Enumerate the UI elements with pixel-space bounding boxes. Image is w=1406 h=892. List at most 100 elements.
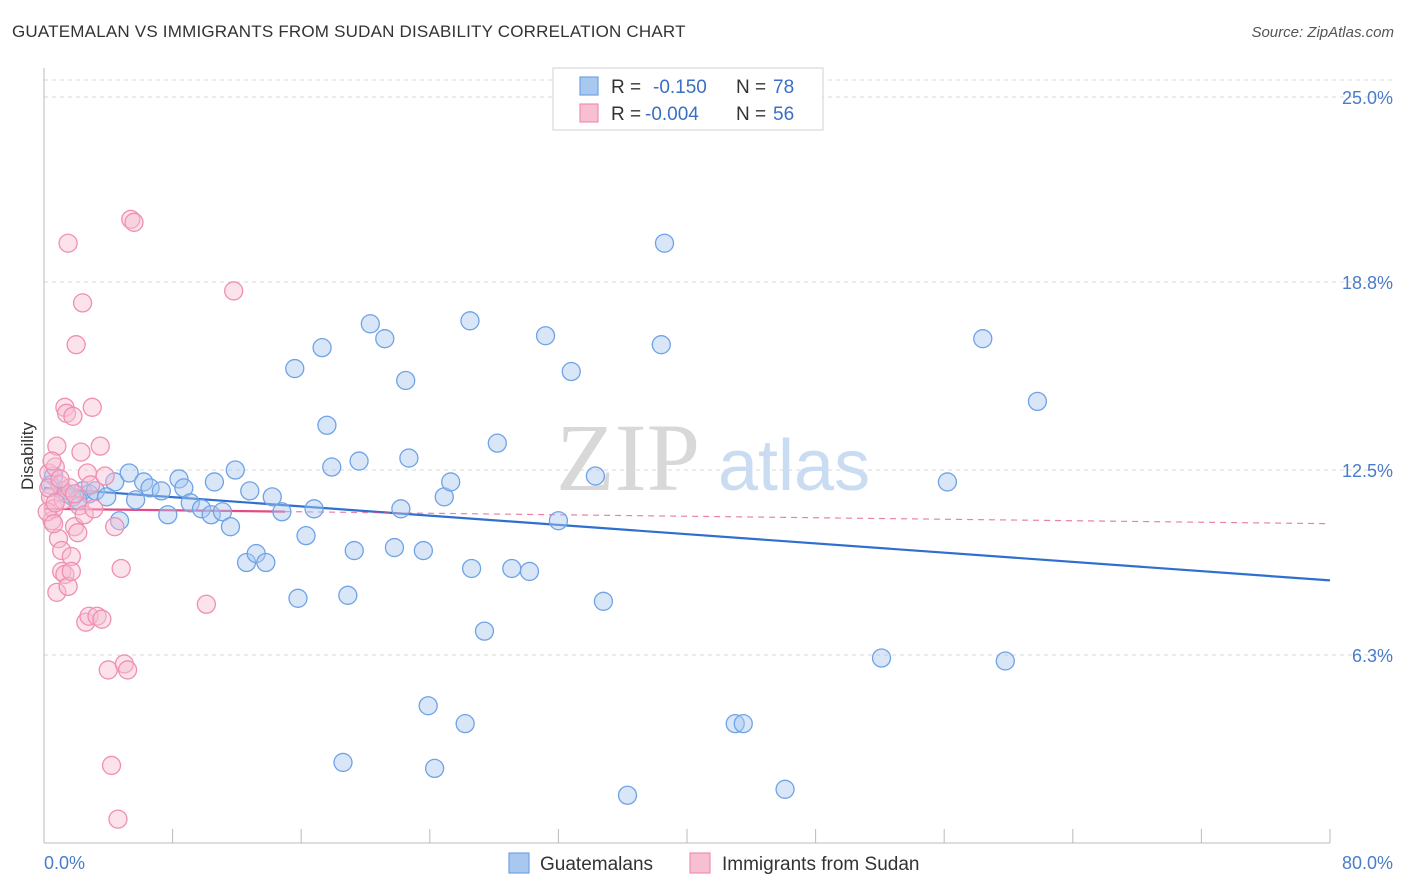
x-tick-label-min: 0.0%	[44, 853, 85, 873]
point-pink-36	[108, 809, 128, 829]
point-blue-9	[119, 463, 139, 483]
point-pink-23	[76, 612, 96, 632]
point-pink-32	[95, 466, 115, 486]
point-pink-28	[84, 499, 104, 519]
bottom-legend-guatemalans: Guatemalans	[540, 854, 653, 875]
point-blue-21	[212, 502, 233, 522]
legend-r-label-1: R =	[611, 104, 641, 125]
point-pink-39	[117, 660, 138, 680]
watermark-zip: ZIP	[556, 404, 700, 511]
point-blue-47	[413, 540, 434, 561]
point-pink-35	[105, 517, 125, 537]
y-tick-label-1: 18.8%	[1342, 273, 1393, 293]
point-blue-42	[375, 329, 395, 349]
legend-swatch-blue	[579, 76, 599, 96]
point-blue-71	[937, 472, 958, 492]
legend-n-value-0: 78	[773, 77, 794, 98]
point-pink-21	[72, 293, 93, 313]
point-blue-14	[158, 505, 178, 525]
point-blue-55	[474, 621, 495, 641]
point-pink-52	[61, 561, 81, 582]
point-blue-6	[97, 487, 117, 507]
point-pink-12	[58, 233, 78, 253]
point-blue-40	[349, 451, 369, 471]
y-tick-label-2: 12.5%	[1342, 461, 1393, 481]
watermark: ZIP atlas	[556, 404, 870, 511]
point-blue-69	[775, 779, 795, 799]
point-blue-17	[180, 493, 200, 513]
point-pink-6	[48, 528, 69, 549]
point-blue-43	[384, 537, 405, 558]
point-blue-18	[191, 499, 212, 519]
point-blue-57	[502, 558, 522, 579]
legend: R = -0.150 N = 78 R = -0.004 N = 56	[552, 67, 824, 131]
point-blue-46	[399, 448, 419, 468]
point-blue-13	[151, 481, 171, 501]
point-blue-36	[322, 457, 342, 477]
point-blue-32	[296, 525, 316, 546]
point-blue-39	[344, 540, 364, 561]
point-pink-5	[47, 436, 67, 456]
point-blue-12	[140, 478, 160, 498]
point-blue-70	[871, 648, 892, 668]
point-pink-30	[90, 436, 110, 456]
point-pink-48	[50, 469, 70, 489]
point-pink-19	[69, 496, 90, 516]
point-blue-49	[424, 758, 445, 779]
source-label: Source: ZipAtlas.com	[1251, 24, 1394, 41]
point-blue-52	[455, 713, 475, 734]
legend-r-value-0: -0.150	[653, 77, 707, 98]
point-pink-17	[66, 335, 86, 355]
data-points	[37, 209, 1048, 829]
point-blue-62	[585, 466, 606, 486]
point-blue-37	[333, 752, 353, 773]
point-blue-53	[460, 311, 480, 331]
point-blue-67	[725, 713, 745, 734]
point-pink-15	[63, 406, 83, 426]
point-pink-14	[61, 546, 81, 567]
axes: 25.0% 18.8% 12.5% 6.3%	[43, 68, 1393, 844]
legend-swatch-pink	[579, 103, 599, 123]
point-pink-44	[42, 451, 62, 471]
point-pink-20	[71, 442, 91, 462]
point-pink-53	[64, 484, 85, 504]
bottom-legend-swatch-blue	[508, 852, 530, 874]
point-pink-27	[82, 397, 102, 417]
point-blue-34	[312, 338, 332, 358]
point-pink-22	[74, 505, 94, 525]
point-pink-4	[45, 457, 65, 477]
point-blue-30	[285, 358, 305, 379]
point-blue-58	[519, 561, 540, 582]
legend-n-label-1: N =	[736, 104, 766, 125]
y-tick-label-0: 25.0%	[1342, 88, 1393, 108]
point-pink-55	[224, 281, 244, 301]
point-pink-40	[121, 209, 141, 229]
trend-lines	[43, 486, 1331, 582]
point-blue-41	[360, 314, 380, 334]
point-blue-25	[240, 481, 260, 501]
point-blue-23	[225, 460, 245, 480]
point-blue-19	[201, 505, 221, 525]
point-blue-8	[105, 472, 125, 492]
point-pink-51	[58, 576, 78, 597]
point-pink-41	[124, 212, 144, 232]
watermark-atlas: atlas	[718, 426, 870, 506]
point-pink-54	[196, 594, 217, 614]
point-blue-44	[391, 499, 411, 519]
y-axis-label: Disability	[18, 421, 37, 490]
point-blue-68	[733, 713, 753, 734]
point-blue-48	[418, 696, 438, 716]
trend-line-pink-solid	[43, 507, 286, 513]
point-blue-54	[461, 558, 482, 579]
point-blue-73	[995, 651, 1015, 671]
point-blue-33	[304, 499, 324, 519]
legend-r-value-1: -0.004	[645, 104, 699, 125]
point-blue-27	[256, 552, 276, 573]
point-blue-31	[288, 588, 308, 608]
point-blue-59	[535, 326, 556, 346]
legend-r-label-0: R =	[611, 77, 641, 98]
x-tick-label-max: 80.0%	[1342, 853, 1393, 873]
point-blue-28	[262, 487, 282, 507]
point-pink-26	[80, 475, 101, 495]
chart-title: GUATEMALAN VS IMMIGRANTS FROM SUDAN DISA…	[12, 22, 686, 41]
